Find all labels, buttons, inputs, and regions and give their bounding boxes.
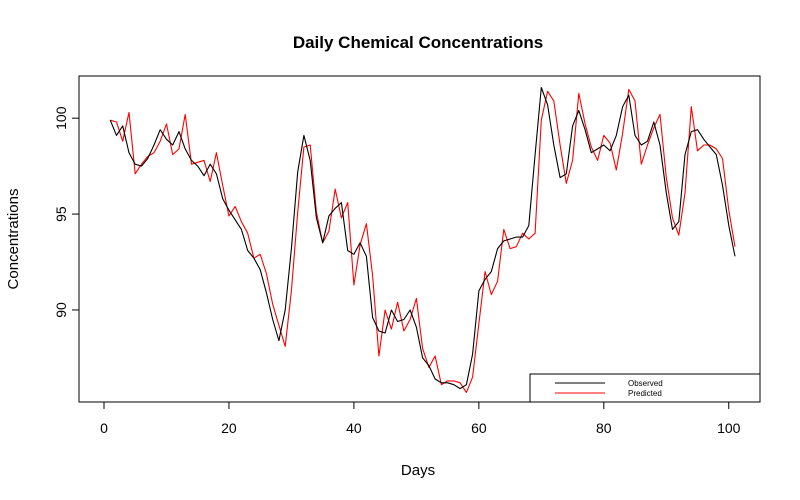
x-tick-label: 80 [596,420,612,436]
series-line-observed [109,86,736,390]
y-tick-label: 90 [53,302,69,318]
y-tick-label: 95 [53,206,69,222]
x-axis-label: Days [401,462,435,479]
x-tick-label: 0 [100,420,108,436]
series-lines [109,86,736,393]
legend: Observed Predicted [529,373,761,403]
legend-label-observed: Observed [628,379,663,388]
y-axis: 90 95 100 [53,106,79,318]
x-tick-label: 100 [717,420,741,436]
legend-label-predicted: Predicted [628,389,662,398]
chart-title: Daily Chemical Concentrations [293,33,543,52]
x-tick-label: 20 [221,420,237,436]
x-axis: 0 20 40 60 80 100 [100,402,741,436]
x-tick-label: 40 [346,420,362,436]
series-line-predicted [110,88,736,393]
y-axis-label: Concentrations [5,189,22,290]
legend-box [529,373,761,403]
x-tick-label: 60 [471,420,487,436]
plot-frame [78,75,761,403]
y-tick-label: 100 [53,106,69,130]
